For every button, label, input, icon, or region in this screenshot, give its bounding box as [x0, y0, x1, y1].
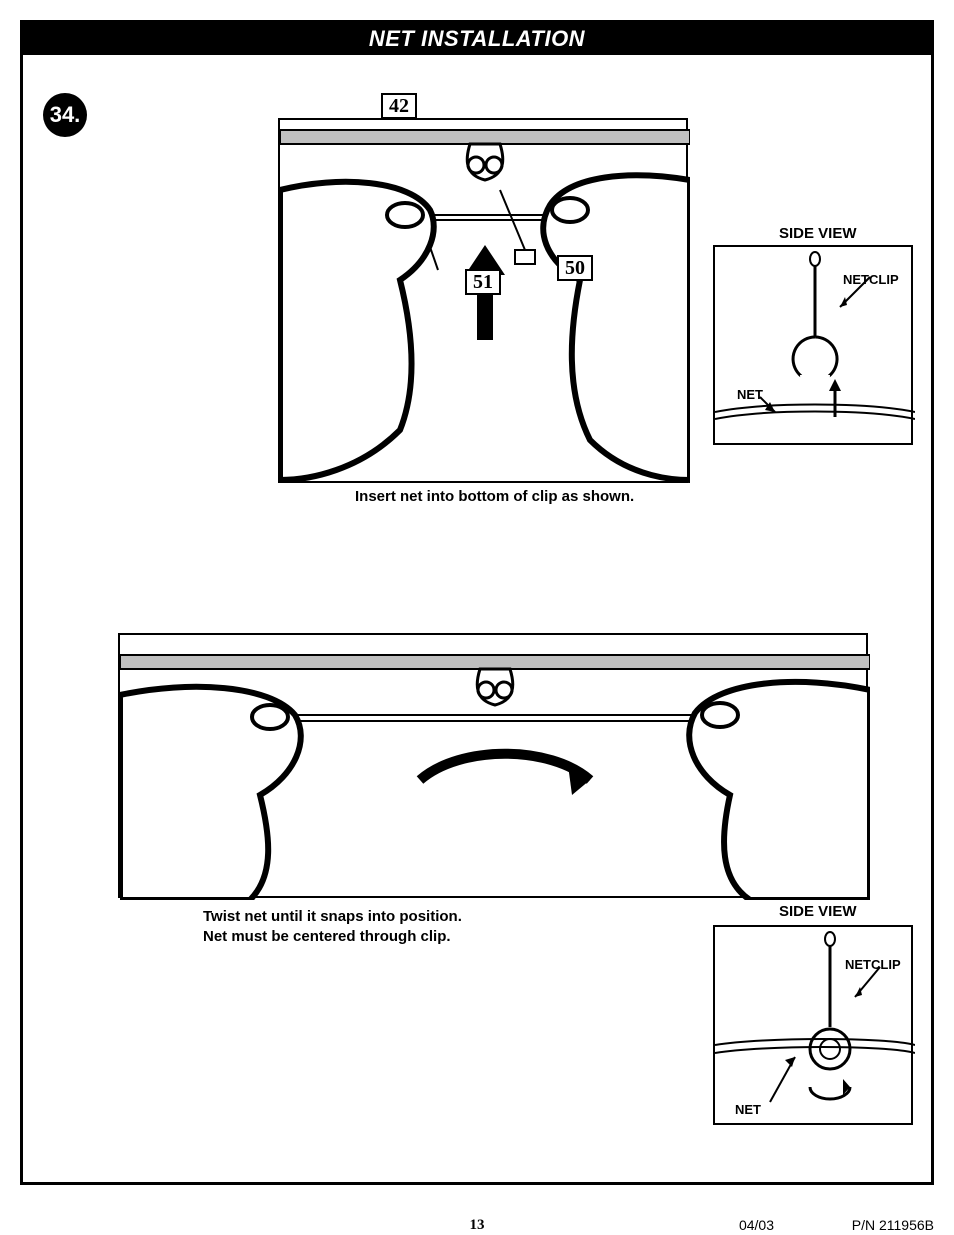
page: NET INSTALLATION 34. 42 [0, 0, 954, 1235]
sideview1-net-label: NET [737, 387, 763, 402]
caption-2-line2: Net must be centered through clip. [203, 928, 451, 945]
title-bar: NET INSTALLATION [23, 23, 931, 55]
step-number: 34. [50, 102, 81, 127]
callout-51: 51 [465, 269, 501, 295]
illustration-1-svg [280, 120, 690, 485]
sideview-1-frame: NETCLIP NET [713, 245, 913, 445]
sideview1-netclip-label: NETCLIP [843, 272, 899, 287]
page-number: 13 [470, 1217, 485, 1234]
illustration-1-frame [278, 118, 688, 483]
illustration-2-frame [118, 633, 868, 898]
sideview-1-header: SIDE VIEW [779, 225, 857, 242]
step-badge: 34. [43, 93, 87, 137]
callout-50: 50 [557, 255, 593, 281]
sideview2-net-label: NET [735, 1102, 761, 1117]
content-frame: NET INSTALLATION 34. 42 [20, 20, 934, 1185]
caption-2-line1: Twist net until it snaps into position. [203, 908, 462, 925]
footer-part-number: P/N 211956B [852, 1217, 934, 1233]
sideview2-netclip-label: NETCLIP [845, 957, 901, 972]
title-text: NET INSTALLATION [369, 26, 585, 51]
sideview-2-header: SIDE VIEW [779, 903, 857, 920]
footer-date: 04/03 [739, 1217, 774, 1233]
sideview-2-frame: NETCLIP NET [713, 925, 913, 1125]
caption-1: Insert net into bottom of clip as shown. [355, 488, 634, 505]
illustration-2-svg [120, 635, 870, 900]
callout-42: 42 [381, 93, 417, 119]
